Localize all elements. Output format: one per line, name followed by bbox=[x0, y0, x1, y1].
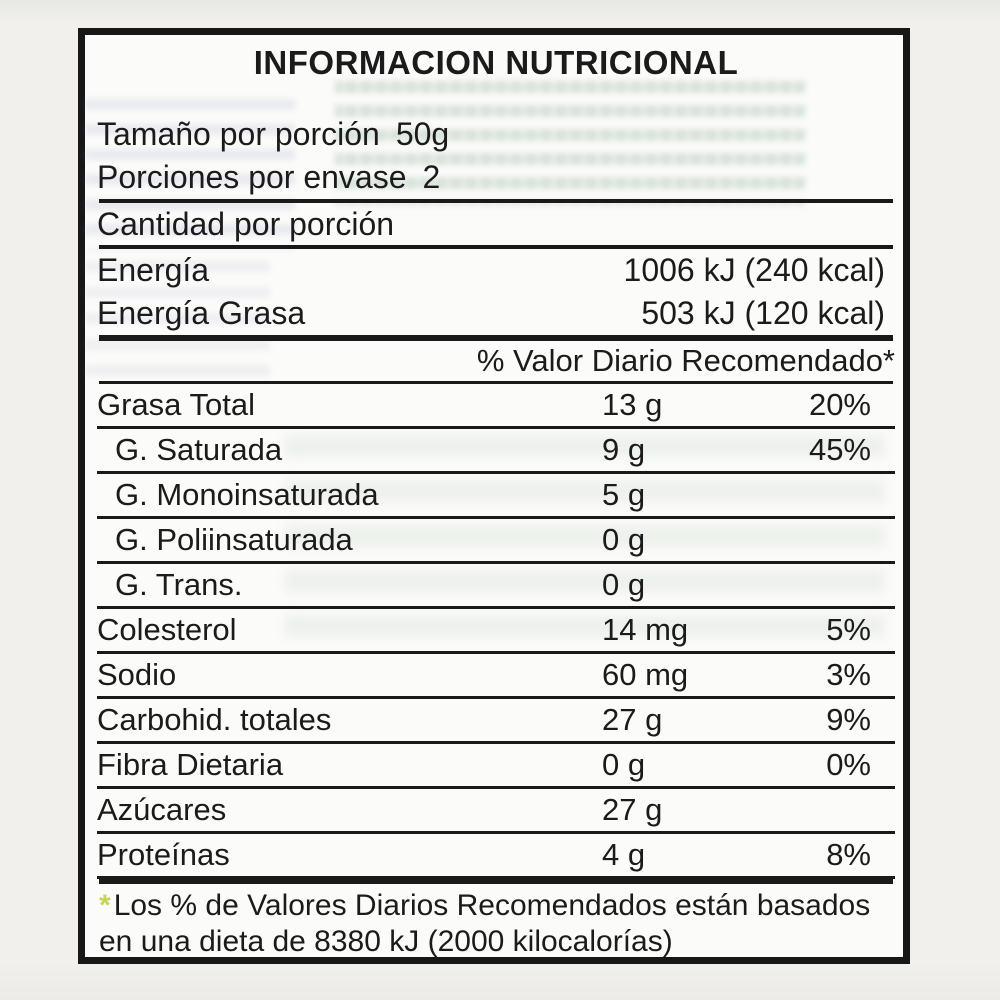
energy-fat-label: Energía Grasa bbox=[97, 295, 306, 331]
nutrient-label: G. Trans. bbox=[115, 567, 243, 602]
table-row-saturada: G. Saturada 9 g 45% bbox=[97, 429, 895, 474]
table-row-colesterol: Colesterol 14 mg 5% bbox=[97, 609, 895, 654]
nutrient-dv: 0% bbox=[826, 747, 871, 782]
separator-thick bbox=[99, 879, 893, 884]
nutrient-amount: 5 g bbox=[602, 477, 646, 512]
footnote-line1: Los % de Valores Diarios Recomendados es… bbox=[113, 889, 871, 922]
table-row-grasa-total: Grasa Total 13 g 20% bbox=[97, 384, 895, 429]
serving-size-row: Tamaño por porción 50g bbox=[97, 113, 895, 156]
energy-fat-value: 503 kJ (120 kcal) bbox=[641, 295, 885, 331]
nutrient-amount: 0 g bbox=[602, 522, 646, 557]
nutrient-dv: 20% bbox=[808, 387, 871, 422]
serving-info: Tamaño por porción 50g Porciones por enva… bbox=[97, 113, 895, 199]
nutrient-label: Grasa Total bbox=[97, 387, 255, 422]
separator-thin bbox=[99, 381, 893, 384]
label-title: INFORMACION NUTRICIONAL bbox=[253, 44, 739, 81]
nutrient-label: Proteínas bbox=[97, 837, 230, 872]
amount-per-serving-header: Cantidad por porción bbox=[97, 206, 395, 242]
table-row-carbohidratos: Carbohid. totales 27 g 9% bbox=[97, 699, 895, 744]
table-row-sodio: Sodio 60 mg 3% bbox=[97, 654, 895, 699]
nutrient-label: Sodio bbox=[97, 657, 177, 692]
nutrient-dv: 9% bbox=[826, 702, 871, 737]
daily-value-header: % Valor Diario Recomendado* bbox=[476, 343, 895, 378]
servings-per-pack-row: Porciones por envase 2 bbox=[97, 156, 895, 199]
energy-row: Energía 1006 kJ (240 kcal) bbox=[97, 249, 895, 292]
energy-value: 1006 kJ (240 kcal) bbox=[623, 252, 885, 288]
nutrient-dv: 45% bbox=[808, 432, 871, 467]
table-row-poliinsaturada: G. Poliinsaturada 0 g bbox=[97, 519, 895, 564]
daily-value-footnote: * Los % de Valores Diarios Recomendados e… bbox=[97, 888, 895, 960]
nutrient-amount: 0 g bbox=[602, 747, 646, 782]
nutrient-label: Fibra Dietaria bbox=[97, 747, 284, 782]
nutrient-amount: 9 g bbox=[602, 432, 646, 467]
table-row-proteinas: Proteínas 4 g 8% bbox=[97, 834, 895, 879]
nutrient-dv: 5% bbox=[826, 612, 871, 647]
nutrient-amount: 13 g bbox=[602, 387, 663, 422]
separator-extra-thick bbox=[99, 335, 893, 341]
nutrient-label: Colesterol bbox=[97, 612, 237, 647]
energy-label: Energía bbox=[97, 252, 210, 288]
energy-fat-row: Energía Grasa 503 kJ (120 kcal) bbox=[97, 292, 895, 335]
nutrient-amount: 60 mg bbox=[602, 657, 689, 692]
nutrient-label: Azúcares bbox=[97, 792, 227, 827]
servings-per-pack-value: 2 bbox=[422, 159, 441, 195]
label-content: INFORMACION NUTRICIONAL Tamaño por porci… bbox=[85, 43, 903, 965]
nutrient-dv: 8% bbox=[826, 837, 871, 872]
nutrient-amount: 14 mg bbox=[602, 612, 689, 647]
table-row-monoinsaturada: G. Monoinsaturada 5 g bbox=[97, 474, 895, 519]
table-row-trans: G. Trans. 0 g bbox=[97, 564, 895, 609]
nutrient-amount: 0 g bbox=[602, 567, 646, 602]
servings-per-pack-label: Porciones por envase bbox=[97, 159, 407, 195]
table-row-fibra: Fibra Dietaria 0 g 0% bbox=[97, 744, 895, 789]
nutrient-amount: 27 g bbox=[602, 702, 663, 737]
nutrient-label: G. Saturada bbox=[115, 432, 283, 467]
nutrition-label: INFORMACION NUTRICIONAL Tamaño por porci… bbox=[78, 28, 910, 964]
footnote-line2: en una dieta de 8380 kJ (2000 kilocalorí… bbox=[99, 925, 673, 958]
nutrient-label: G. Monoinsaturada bbox=[115, 477, 379, 512]
serving-size-label: Tamaño por porción bbox=[97, 116, 380, 152]
nutrient-label: G. Poliinsaturada bbox=[115, 522, 353, 557]
separator-thick bbox=[99, 199, 893, 203]
nutrient-dv: 3% bbox=[826, 657, 871, 692]
separator-thick bbox=[99, 245, 893, 249]
nutrient-label: Carbohid. totales bbox=[97, 702, 332, 737]
nutrient-amount: 27 g bbox=[602, 792, 663, 827]
footnote-asterisk: * bbox=[99, 889, 111, 922]
table-row-azucares: Azúcares 27 g bbox=[97, 789, 895, 834]
nutrient-amount: 4 g bbox=[602, 837, 646, 872]
serving-size-value: 50g bbox=[395, 116, 450, 152]
